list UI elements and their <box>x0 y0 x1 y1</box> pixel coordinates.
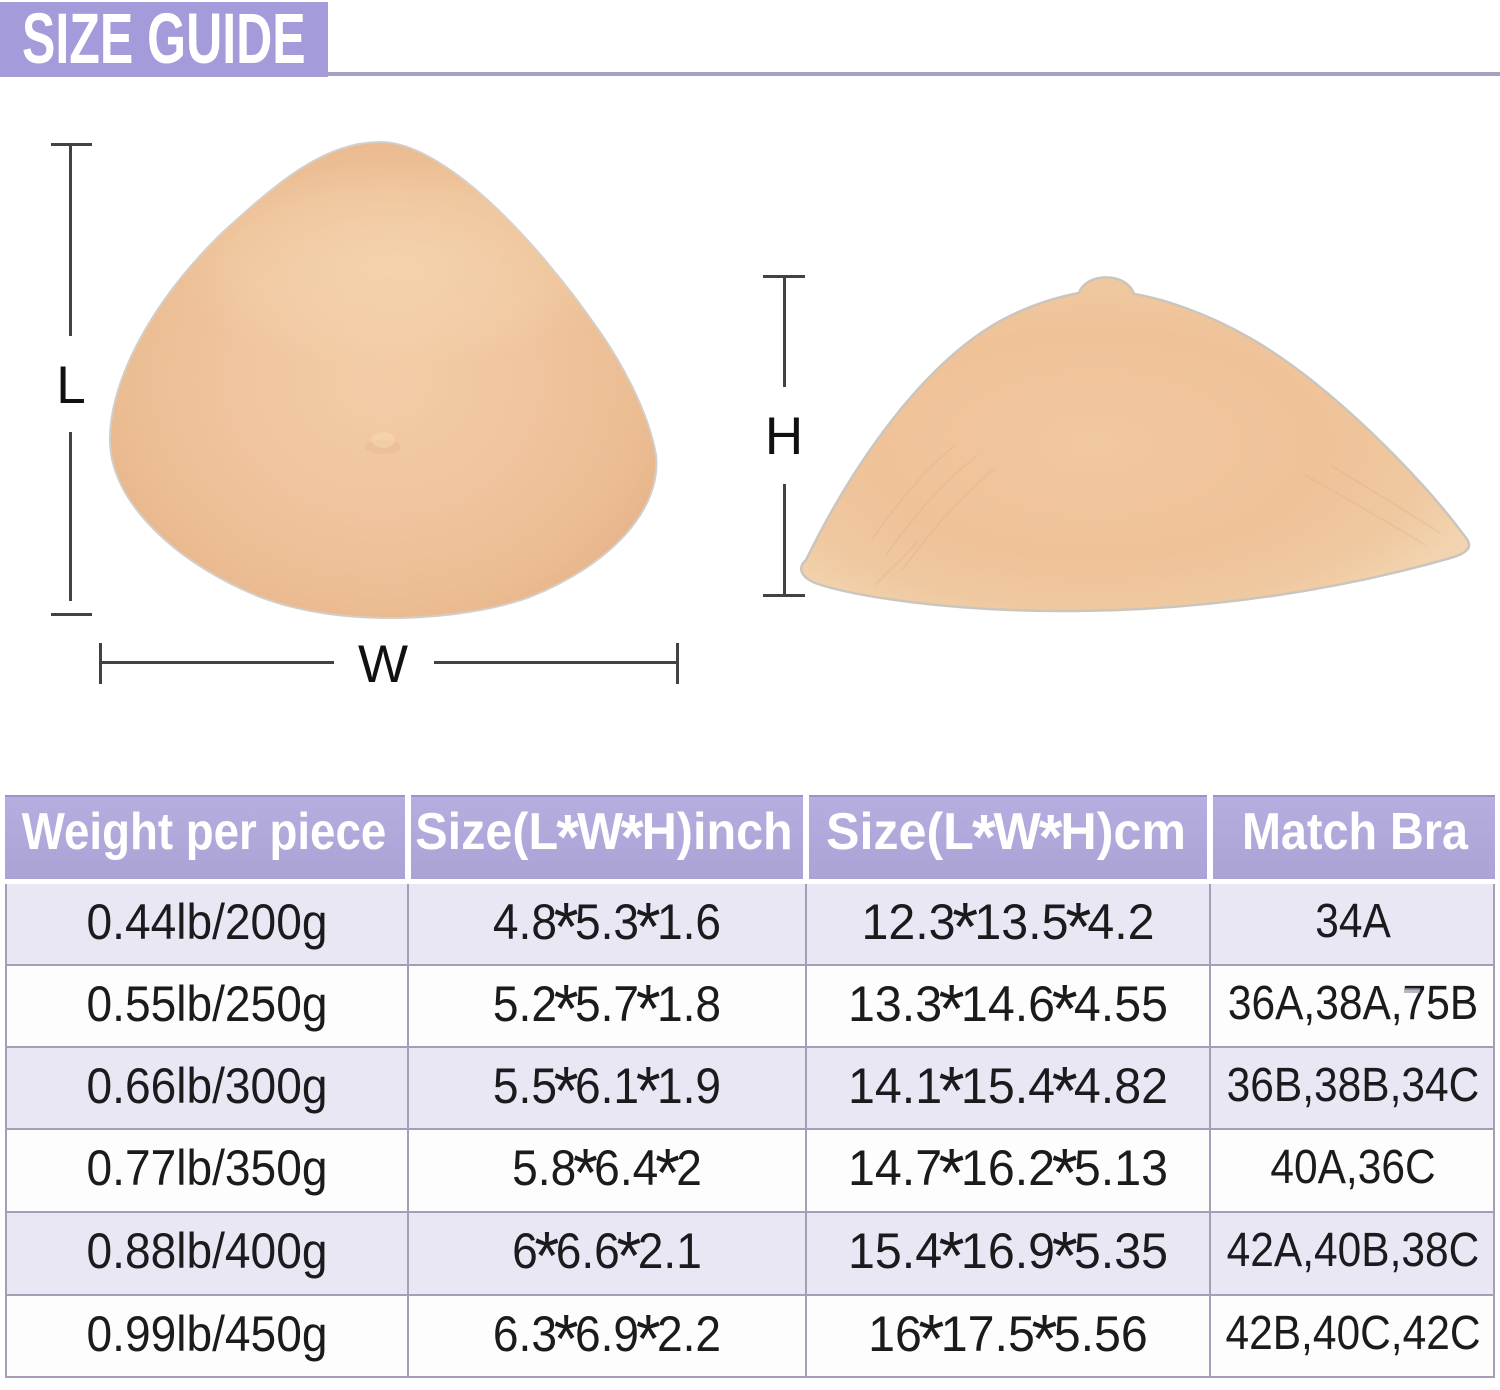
svg-text:W: W <box>358 635 408 694</box>
svg-text:H: H <box>765 407 803 466</box>
svg-text:L: L <box>56 356 85 415</box>
